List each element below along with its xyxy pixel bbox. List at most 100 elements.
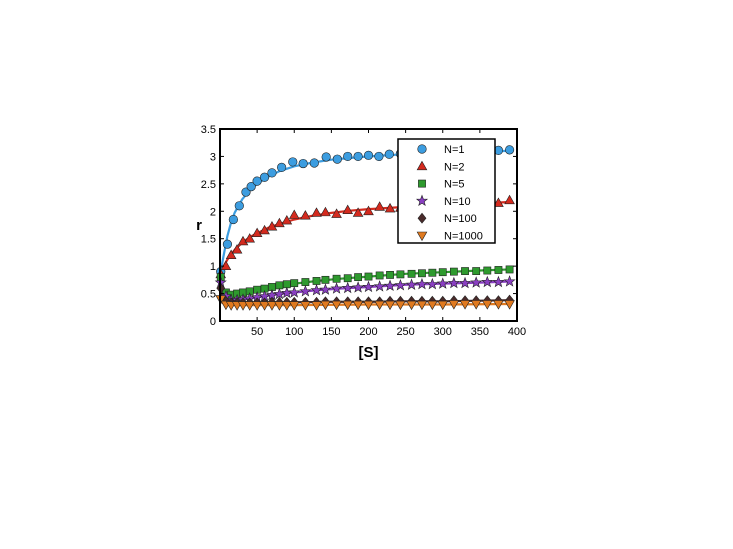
data-point: [343, 151, 353, 162]
data-point: [395, 300, 406, 311]
data-point: [352, 281, 365, 293]
data-point: [449, 267, 458, 276]
data-point: [416, 300, 428, 311]
data-point: [332, 274, 341, 283]
x-tick-label: 50: [251, 326, 263, 338]
data-point: [493, 197, 504, 207]
legend-marker: [417, 212, 427, 224]
x-tick-label: 400: [508, 326, 526, 338]
data-point: [319, 283, 332, 295]
data-point: [426, 277, 439, 290]
data-point: [331, 208, 342, 218]
data-point: [301, 278, 310, 286]
data-point: [427, 300, 438, 311]
data-point: [251, 301, 263, 311]
data-point: [299, 285, 312, 297]
legend-label: N=2: [444, 161, 465, 173]
data-point: [259, 301, 270, 311]
data-point: [298, 158, 308, 169]
data-point: [234, 201, 244, 211]
data-point: [342, 300, 354, 311]
data-point: [237, 301, 249, 311]
data-point: [228, 214, 238, 225]
data-point: [374, 201, 385, 211]
y-tick-label: 2: [210, 206, 216, 218]
data-point: [447, 276, 460, 289]
data-point: [352, 207, 364, 217]
legend-label: N=1000: [444, 231, 483, 243]
data-point: [353, 151, 363, 162]
data-point: [288, 301, 300, 311]
data-point: [332, 154, 342, 164]
data-point: [321, 275, 330, 284]
data-point: [384, 202, 396, 213]
data-point: [437, 300, 449, 311]
legend-marker: [417, 144, 427, 154]
data-point: [354, 273, 363, 282]
data-point: [252, 176, 262, 186]
data-point: [374, 151, 384, 162]
data-point: [363, 300, 374, 311]
data-point: [461, 267, 469, 275]
data-point: [220, 260, 232, 270]
data-point: [330, 282, 343, 294]
series-markers-3: [214, 275, 516, 306]
axis-ticks: 50 100 150 200 250 300 350 400 0 0.5 1 1.5 2 2.5 3 3.5: [201, 124, 526, 338]
data-point: [267, 168, 277, 178]
data-point: [311, 301, 322, 311]
data-point: [363, 150, 374, 160]
data-point: [448, 300, 460, 310]
legend-marker: [416, 231, 428, 242]
legend: N=1 N=2 N=5 N=10 N=100 N=1000: [397, 138, 496, 244]
data-point: [244, 301, 256, 311]
data-point: [312, 277, 321, 285]
data-point: [259, 224, 270, 235]
data-point: [384, 300, 396, 311]
data-point: [373, 280, 386, 292]
data-point: [492, 275, 505, 288]
data-point: [225, 249, 237, 259]
data-point: [231, 244, 243, 254]
data-point: [311, 207, 322, 217]
data-point: [320, 206, 331, 217]
data-point: [274, 217, 285, 228]
data-point: [428, 268, 437, 277]
data-point: [300, 210, 311, 220]
data-point: [504, 300, 515, 310]
data-point: [364, 272, 373, 281]
data-point: [266, 301, 278, 311]
y-tick-label: 3.5: [201, 124, 216, 136]
y-tick-label: 1.5: [201, 234, 216, 246]
data-point: [352, 300, 364, 311]
data-point: [494, 266, 503, 274]
data-point: [384, 149, 394, 159]
data-point: [470, 300, 482, 310]
data-point: [406, 300, 417, 311]
data-point: [472, 267, 481, 275]
y-tick-label: 1: [210, 261, 216, 273]
data-point: [342, 204, 354, 214]
data-point: [383, 279, 397, 292]
data-point: [362, 280, 375, 293]
legend-label: N=10: [444, 196, 471, 208]
data-point: [396, 270, 405, 279]
x-tick-label: 150: [322, 326, 340, 338]
data-point: [222, 239, 233, 249]
data-point: [341, 281, 354, 294]
y-tick-label: 0: [210, 316, 216, 328]
legend-label: N=5: [444, 179, 465, 191]
data-point: [481, 275, 494, 288]
data-point: [505, 265, 514, 274]
data-point: [458, 276, 472, 289]
data-point: [321, 152, 331, 162]
data-point: [281, 301, 293, 311]
legend-marker: [416, 160, 428, 171]
data-point: [244, 233, 256, 243]
data-point: [415, 277, 429, 290]
data-point: [405, 278, 418, 290]
data-point: [481, 300, 493, 310]
data-point: [320, 300, 331, 311]
data-point: [470, 276, 483, 288]
data-point: [418, 269, 426, 278]
